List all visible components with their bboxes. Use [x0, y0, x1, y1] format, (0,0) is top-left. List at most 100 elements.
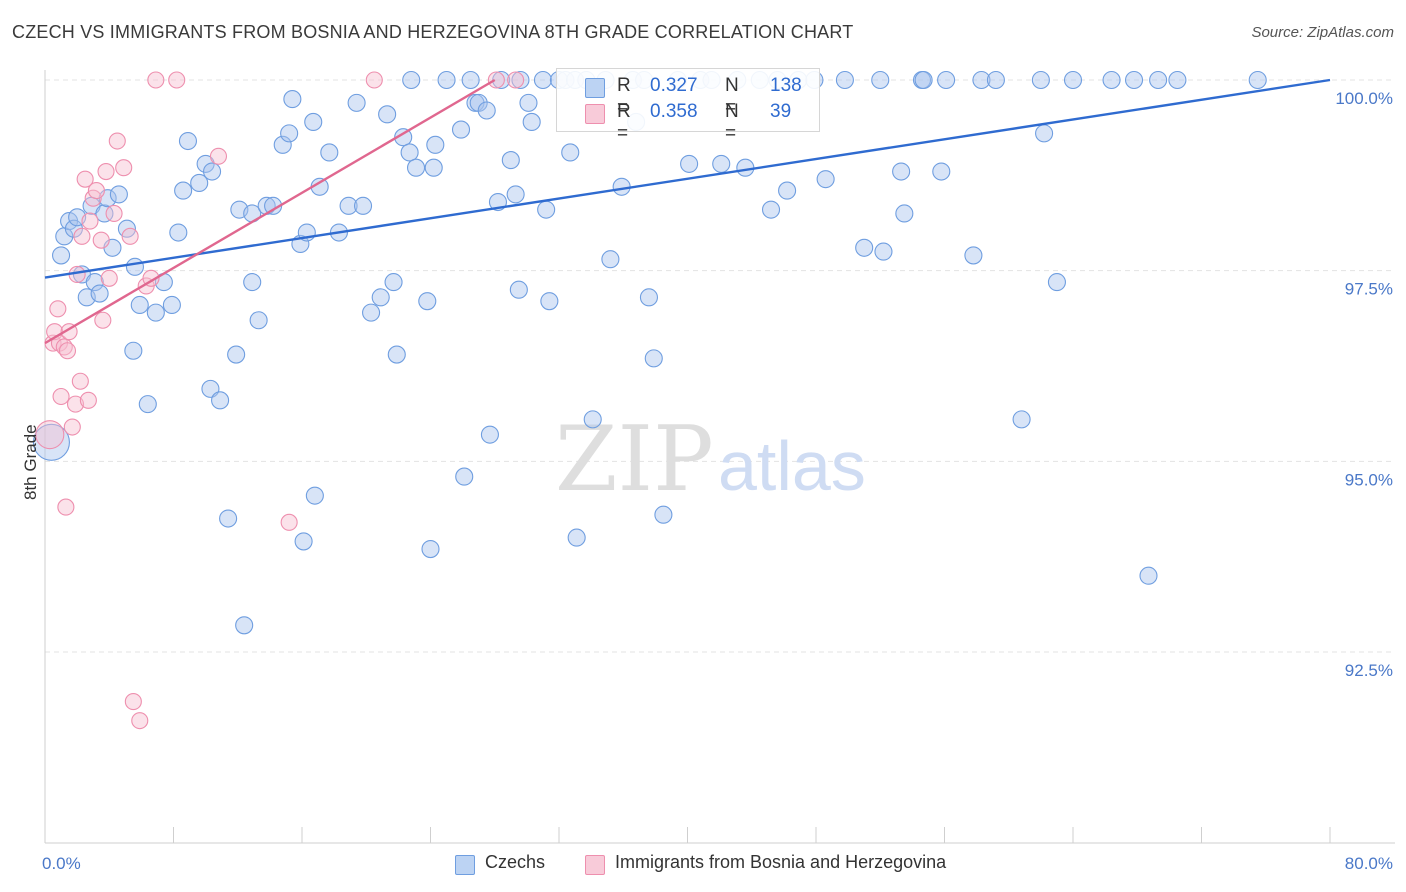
czechs-point: [124, 341, 143, 360]
czechs-point: [424, 158, 443, 177]
bosnia-point: [209, 147, 228, 165]
czechs-point: [68, 208, 87, 227]
bottom-legend: Czechs Immigrants from Bosnia and Herzeg…: [0, 850, 1406, 880]
czechs-swatch: [585, 78, 605, 98]
czechs-point: [347, 93, 366, 112]
czechs-point: [1124, 70, 1144, 90]
bosnia-point: [66, 395, 85, 413]
czechs-point: [509, 280, 528, 299]
legend-r-value: 0.358: [650, 101, 698, 122]
bosnia-point: [168, 71, 186, 89]
legend-n-value: 39: [770, 101, 792, 122]
legend: R = 0.327 N = 138 R = 0.358 N = 39: [556, 68, 820, 144]
watermark-zip: ZIP: [555, 407, 714, 512]
czechs-point: [95, 204, 114, 223]
czechs-point: [644, 349, 663, 368]
watermark: ZIP atlas: [555, 407, 866, 512]
bosnia-point: [365, 71, 383, 89]
czechs-point: [273, 135, 292, 154]
czechs-point: [736, 158, 755, 177]
czechs-point: [125, 257, 144, 276]
bosnia-point: [100, 269, 118, 287]
trend-lines: [44, 78, 1331, 345]
czechs-point: [778, 181, 797, 200]
czechs-point: [109, 185, 128, 204]
czechs-point: [211, 391, 230, 410]
czechs-point: [406, 158, 426, 177]
tick-labels: 100.0% 97.5% 95.0% 92.5% 0.0% 80.0%: [42, 89, 1393, 873]
czechs-point: [835, 70, 854, 90]
czechs-point: [561, 143, 580, 162]
czechs-point: [400, 143, 419, 162]
legend-r-label: R =: [617, 101, 631, 144]
czechs-point: [639, 288, 659, 307]
czechs-point: [52, 246, 71, 265]
czechs-point: [85, 273, 104, 292]
czechs-point: [972, 70, 991, 90]
bosnia-point: [76, 170, 94, 188]
czechs-point: [1035, 124, 1054, 143]
legend-n-value: 138: [770, 75, 802, 96]
czechs-point: [418, 292, 437, 311]
czechs-point: [1012, 410, 1031, 429]
bosnia-point: [105, 204, 123, 223]
bosnia-point: [97, 162, 115, 181]
czechs-point: [937, 70, 956, 90]
czechs-point: [90, 284, 109, 303]
czechs-point: [304, 112, 323, 131]
bosnia-point: [71, 372, 89, 390]
czechs-point: [437, 70, 456, 90]
x-tick-label: 80.0%: [1345, 854, 1393, 873]
czechs-point: [249, 311, 268, 330]
czechs-point: [712, 154, 731, 173]
czechs-trend-line: [44, 78, 1331, 279]
czechs-point: [874, 242, 893, 261]
czechs-point: [932, 162, 951, 181]
bosnia-points: [35, 71, 525, 730]
y-axis-label: 8th Grade: [21, 424, 40, 500]
czechs-point: [227, 345, 246, 364]
y-tick-label: 97.5%: [1345, 280, 1393, 299]
bosnia-point: [57, 498, 75, 516]
czechs-point: [362, 303, 381, 322]
bosnia-point: [280, 513, 298, 531]
czechs-point: [339, 196, 358, 215]
czechs-point: [1047, 273, 1066, 292]
czechs-point: [895, 204, 914, 223]
czechs-point: [654, 505, 673, 524]
czechs-point: [243, 273, 262, 292]
bosnia-point: [35, 420, 65, 450]
bosnia-trend-line: [44, 78, 496, 345]
czechs-point: [162, 295, 181, 315]
czechs-point: [294, 532, 313, 551]
legend-n-label: N =: [725, 75, 739, 118]
bosnia-point: [92, 231, 110, 249]
czechs-point: [280, 124, 299, 143]
czechs-point: [190, 173, 209, 193]
bosnia-point: [115, 159, 133, 177]
czechs-point: [178, 131, 198, 151]
bosnia-point: [108, 132, 126, 150]
czechs-point: [305, 486, 324, 505]
czechs-point: [855, 238, 874, 257]
bosnia-point: [507, 71, 525, 89]
watermark-atlas: atlas: [718, 427, 866, 505]
czechs-point: [540, 292, 559, 311]
czechs-point: [387, 345, 406, 364]
czechs-point: [353, 196, 373, 215]
axes: [44, 70, 1395, 844]
czechs-point: [480, 425, 499, 444]
czechs-point: [914, 70, 933, 90]
czechs-point: [451, 120, 471, 139]
czechs-point: [138, 395, 157, 414]
czechs-point: [371, 288, 390, 307]
bosnia-point: [487, 71, 505, 89]
czechs-point: [964, 246, 983, 265]
legend-label-czechs: Czechs: [485, 852, 546, 872]
czechs-swatch: [455, 855, 475, 875]
bosnia-point: [58, 342, 77, 360]
y-tick-label: 95.0%: [1345, 470, 1393, 489]
x-tick-label: 0.0%: [42, 854, 81, 873]
chart-title: CZECH VS IMMIGRANTS FROM BOSNIA AND HERZ…: [12, 22, 854, 42]
